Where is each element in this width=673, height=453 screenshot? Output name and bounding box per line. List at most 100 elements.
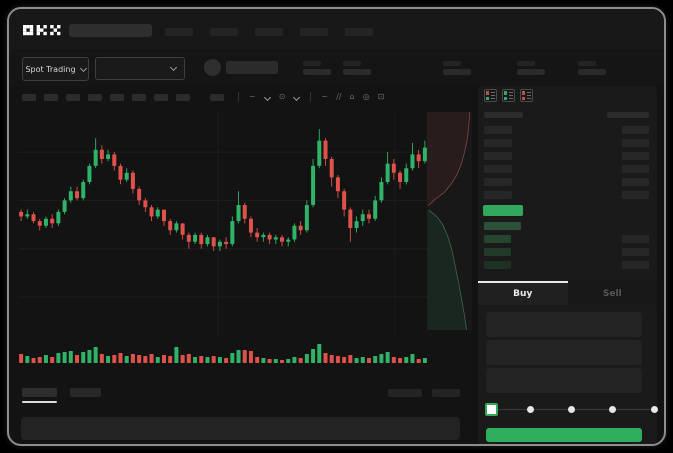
pair-dropdown[interactable] xyxy=(95,57,185,80)
icon-bottom-mark xyxy=(522,96,525,100)
volume-bar xyxy=(180,355,185,363)
bottom-tab-2[interactable] xyxy=(70,388,101,397)
volume-bar xyxy=(255,357,260,363)
ask-row[interactable] xyxy=(478,139,657,148)
candle xyxy=(193,232,198,245)
volume-bar xyxy=(317,344,322,363)
bottom-tab-1[interactable] xyxy=(22,388,57,397)
nav-item-2[interactable] xyxy=(210,28,238,36)
candle xyxy=(118,163,123,185)
market-type-selector[interactable]: Spot Trading xyxy=(22,57,89,81)
book-both-icon[interactable] xyxy=(484,89,497,102)
ask-row[interactable] xyxy=(478,165,657,174)
candle xyxy=(149,205,154,222)
volume-bar xyxy=(93,347,98,363)
orderbook-header-left xyxy=(484,112,523,118)
toolbar-button-9[interactable] xyxy=(210,93,224,101)
ask-row[interactable] xyxy=(478,152,657,161)
candle xyxy=(31,211,36,224)
candle xyxy=(93,138,98,169)
stat-value-1 xyxy=(303,69,331,75)
bid-row[interactable] xyxy=(478,261,657,270)
toolbar-button-2[interactable] xyxy=(44,93,58,101)
candle xyxy=(199,232,204,249)
toolbar-button-5[interactable] xyxy=(110,93,124,101)
candle xyxy=(311,159,316,208)
bid-row[interactable] xyxy=(478,235,657,244)
toolbar-button-6[interactable] xyxy=(132,93,146,101)
tab-buy[interactable]: Buy xyxy=(478,281,568,305)
indicators-icon[interactable]: ~ xyxy=(321,92,329,101)
toolbar-button-8[interactable] xyxy=(176,93,190,101)
volume-bar xyxy=(205,357,210,363)
nav-item-4[interactable] xyxy=(300,28,328,36)
nav-item-3[interactable] xyxy=(255,28,283,36)
ask-row[interactable] xyxy=(478,126,657,135)
nav-item-5[interactable] xyxy=(345,28,373,36)
depth-profile xyxy=(427,112,471,330)
ask-price-bar xyxy=(622,152,649,160)
volume-bar xyxy=(366,358,371,363)
depth-profile-panel xyxy=(427,112,472,330)
stat-label-2 xyxy=(343,61,361,66)
last-price-badge[interactable] xyxy=(483,205,523,216)
slider-stop[interactable] xyxy=(650,406,658,413)
candle xyxy=(56,209,61,226)
candle-type-icon[interactable]: ⊙ xyxy=(278,92,286,101)
chevron-down-icon[interactable] xyxy=(263,93,271,101)
slider-handle[interactable] xyxy=(484,403,498,416)
slider-stop[interactable] xyxy=(526,406,534,413)
toolbar-button-3[interactable] xyxy=(66,93,80,101)
tab-sell[interactable]: Sell xyxy=(567,281,657,305)
toolbar-button-7[interactable] xyxy=(154,93,168,101)
chevron-down-icon[interactable] xyxy=(293,93,301,101)
candle xyxy=(62,198,67,215)
pair-name-placeholder[interactable] xyxy=(226,61,278,74)
bottom-action-1[interactable] xyxy=(388,389,422,397)
interval-icon[interactable]: ~ xyxy=(249,92,256,101)
candle xyxy=(50,214,55,228)
bid-row[interactable] xyxy=(478,222,657,231)
volume-bar xyxy=(348,355,353,363)
candle xyxy=(174,221,179,233)
ask-size-bar xyxy=(484,126,512,134)
candle xyxy=(43,216,48,228)
nav-item-1[interactable] xyxy=(165,28,193,36)
volume-bar xyxy=(43,355,48,363)
volume-bar xyxy=(130,354,135,363)
volume-bar xyxy=(360,357,365,363)
bid-row[interactable] xyxy=(478,248,657,257)
amount-field[interactable] xyxy=(486,340,642,365)
candle xyxy=(398,170,403,189)
fullscreen-icon[interactable]: ⊡ xyxy=(377,92,385,101)
price-field[interactable] xyxy=(486,312,642,337)
bid-size-bar xyxy=(484,222,521,230)
snapshot-icon[interactable]: ⌂ xyxy=(349,92,355,101)
candle xyxy=(106,149,111,162)
candle xyxy=(242,202,247,224)
toolbar-button-4[interactable] xyxy=(88,93,102,101)
toolbar-divider xyxy=(310,92,312,102)
volume-bar xyxy=(354,358,359,363)
candle xyxy=(360,209,365,226)
search-input[interactable] xyxy=(69,24,152,37)
orderbook-header-right xyxy=(607,112,649,118)
bottom-action-2[interactable] xyxy=(432,389,460,397)
bottom-input-bar[interactable] xyxy=(21,417,460,440)
candle xyxy=(155,207,160,219)
total-field[interactable] xyxy=(486,368,642,393)
ask-row[interactable] xyxy=(478,191,657,200)
icon-top-mark xyxy=(486,91,489,95)
bid-price-bar xyxy=(622,235,649,243)
slider-stop[interactable] xyxy=(568,406,575,413)
alert-icon[interactable]: ◎ xyxy=(362,92,370,101)
toolbar-button-1[interactable] xyxy=(22,93,36,101)
buy-submit-button[interactable] xyxy=(486,428,642,442)
ask-row[interactable] xyxy=(478,178,657,187)
candle xyxy=(348,207,353,242)
compare-icon[interactable]: ∕∕ xyxy=(336,92,342,101)
book-bids-icon[interactable] xyxy=(502,89,515,102)
book-asks-icon[interactable] xyxy=(520,89,533,102)
candle xyxy=(286,237,291,247)
slider-stop[interactable] xyxy=(609,406,617,413)
